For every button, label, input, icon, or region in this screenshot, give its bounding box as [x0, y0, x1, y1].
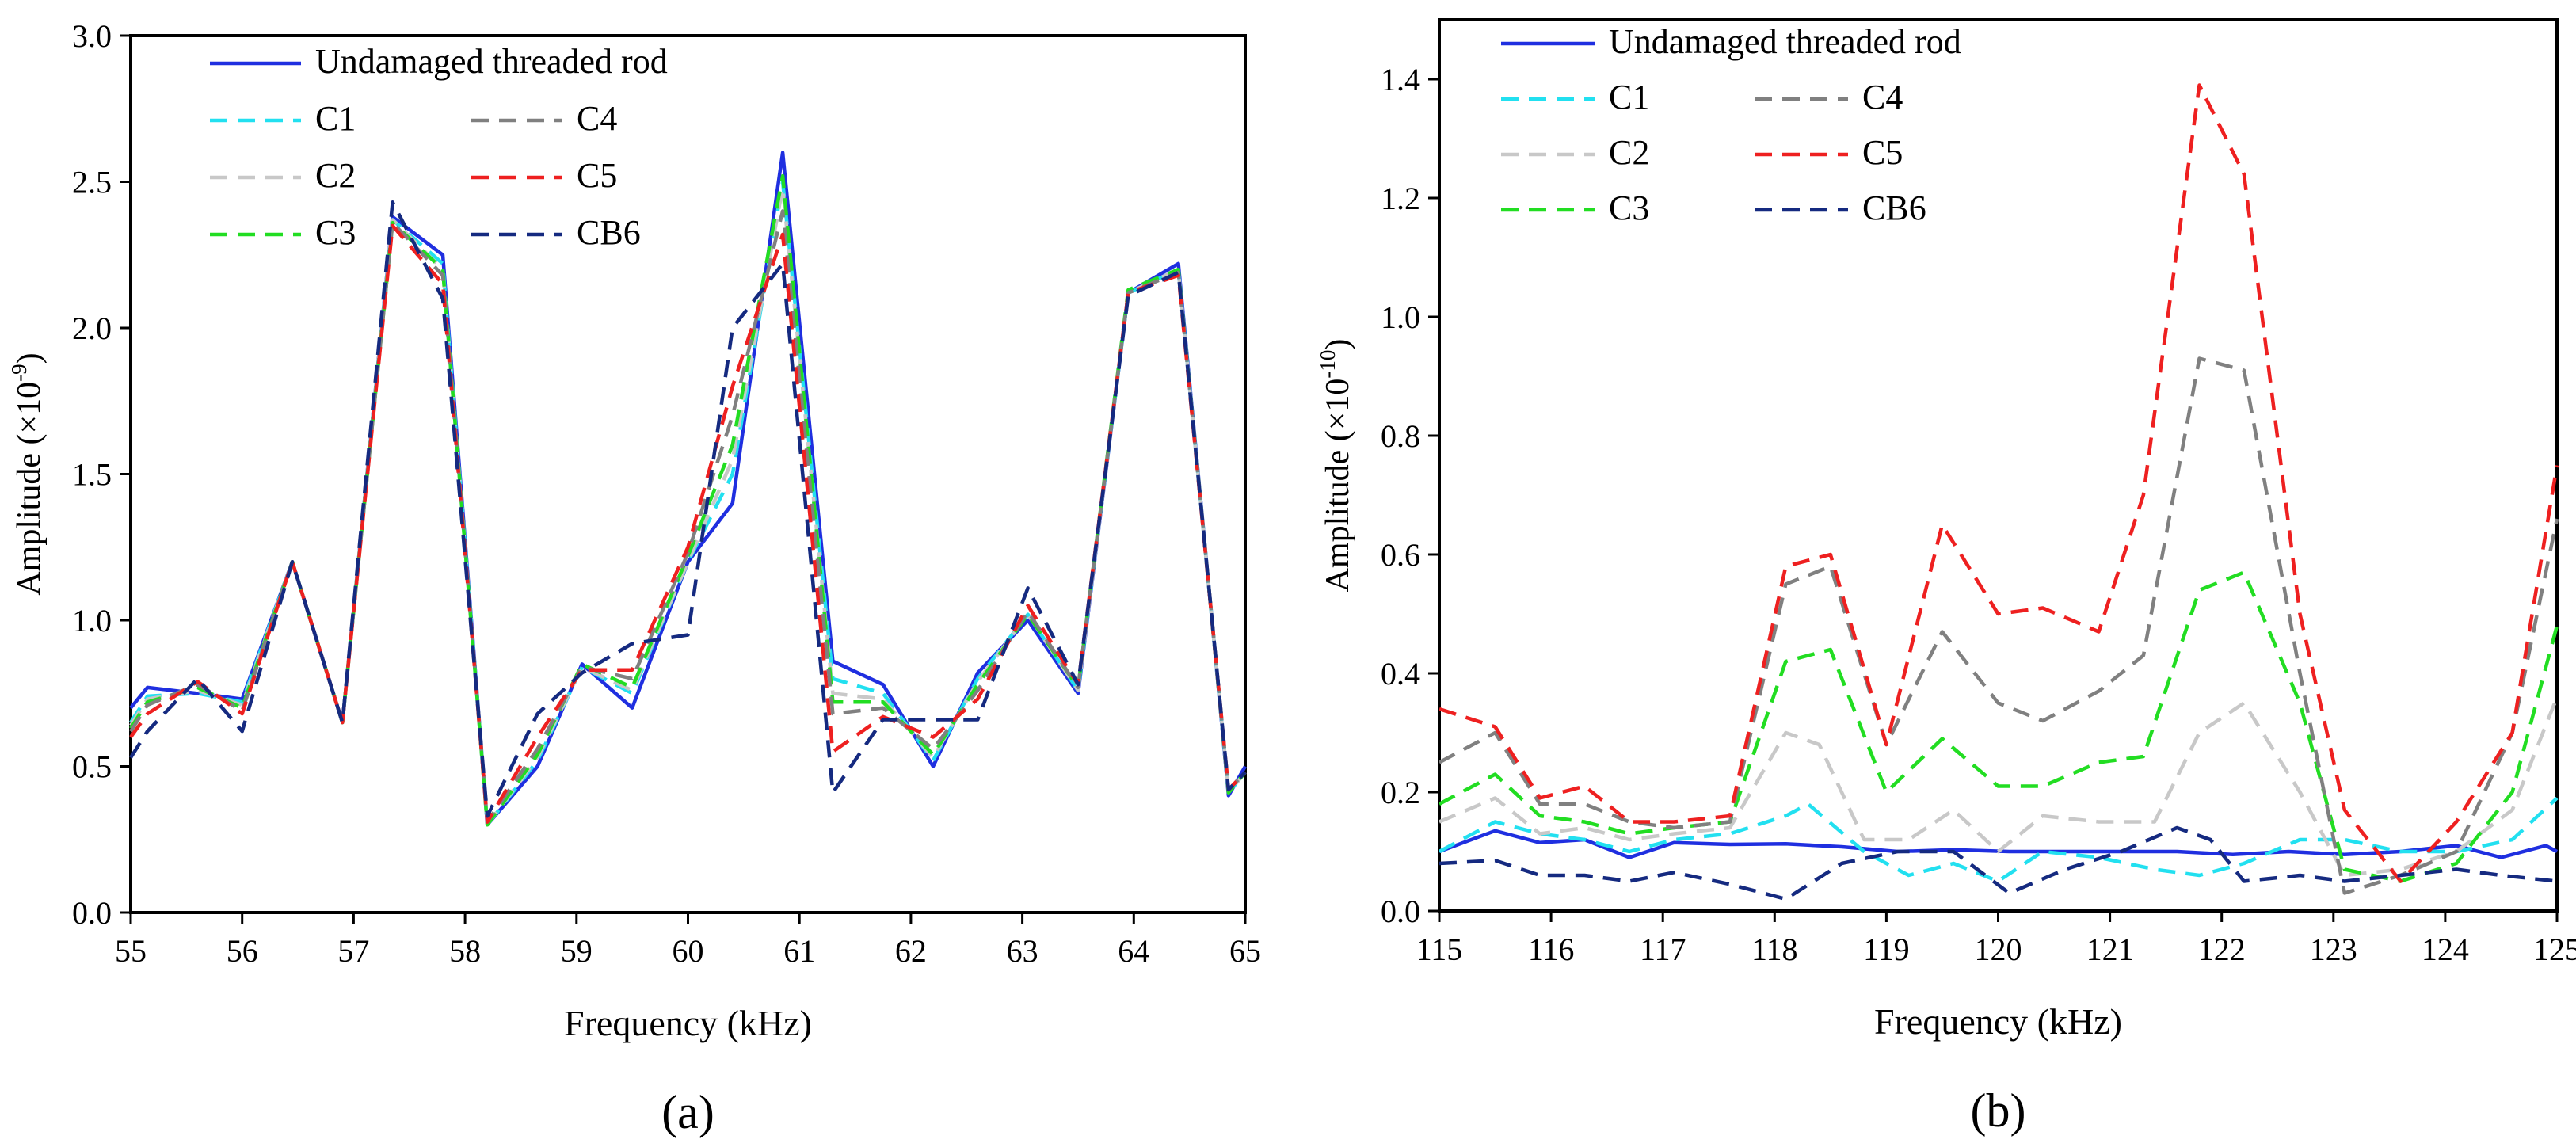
legend: Undamaged threaded rod C1 C4 C2 C5 C3 CB6 [210, 42, 668, 252]
panel-label: (a) [661, 1086, 714, 1138]
x-tick-label: 60 [673, 933, 704, 969]
y-tick-label: 1.4 [1381, 62, 1420, 97]
legend-label: C4 [577, 99, 617, 138]
series-line-c5 [129, 223, 1247, 824]
series-line-c4 [1438, 356, 2559, 895]
series-line-c2 [129, 185, 1247, 827]
y-axis-label: Amplitude (×10-10) [1316, 339, 1356, 593]
legend-label: CB6 [577, 213, 641, 252]
x-tick-label: 65 [1229, 933, 1261, 969]
legend-label: C3 [315, 213, 356, 252]
x-tick-label: 59 [561, 933, 593, 969]
series-line-c4 [129, 209, 1247, 824]
series-line-c5 [1439, 83, 2559, 883]
series-line-c2 [1439, 696, 2559, 878]
legend-label: C2 [1609, 133, 1649, 172]
x-tick-label: 121 [2086, 932, 2134, 967]
y-tick-label: 0.0 [72, 895, 112, 931]
series-line-c1 [129, 180, 1247, 827]
legend-label: C4 [1862, 78, 1903, 116]
series-line-cb6 [1439, 825, 2558, 901]
legend-label: Undamaged threaded rod [315, 42, 668, 81]
chart-panel-b: 115 116 117 118 119 120 121 122 123 124 125 0.0 0.2 0… [1316, 18, 2576, 1137]
plot-frame [129, 34, 1247, 914]
y-tick-label: 0.8 [1381, 418, 1420, 454]
x-tick-label: 120 [1975, 932, 2022, 967]
y-tick-label: 2.0 [72, 311, 112, 346]
x-tick-label: 117 [1640, 932, 1686, 967]
series-line-c3 [1438, 570, 2559, 883]
y-tick-label: 1.2 [1381, 181, 1420, 216]
series-line-c1 [1438, 796, 2559, 883]
x-tick-label: 64 [1118, 933, 1149, 969]
chart-panel-a: 55 56 57 58 59 60 61 62 63 64 65 0.0 0.5 1.0 1.5 2.0 2.5… [7, 18, 1261, 1138]
x-axis-label: Frequency (kHz) [1874, 1001, 2122, 1042]
legend-label: C5 [577, 156, 617, 195]
y-tick-label: 0.2 [1381, 775, 1420, 810]
x-tick-label: 58 [449, 933, 481, 969]
series-line-undamaged-threaded-rod [129, 151, 1247, 827]
legend-label: C2 [315, 156, 356, 195]
y-tick-label: 1.5 [72, 457, 112, 493]
x-tick-label: 119 [1863, 932, 1910, 967]
x-tick-label: 61 [783, 933, 815, 969]
legend-label: C3 [1609, 189, 1649, 227]
y-tick-label: 0.0 [1381, 894, 1420, 929]
x-tick-label: 125 [2533, 932, 2576, 967]
y-tick-label: 1.0 [72, 603, 112, 638]
x-axis-label: Frequency (kHz) [564, 1003, 812, 1043]
y-tick-label: 1.0 [1381, 299, 1420, 335]
x-tick-label: 56 [227, 933, 258, 969]
x-tick-label: 62 [895, 933, 927, 969]
legend-label: C1 [1609, 78, 1649, 116]
x-tick-label: 118 [1751, 932, 1798, 967]
legend: Undamaged threaded rod C1 C4 C2 C5 C3 CB6 [1501, 22, 1961, 227]
x-tick-label: 116 [1528, 932, 1575, 967]
legend-label: C1 [315, 99, 356, 138]
y-tick-label: 0.4 [1381, 656, 1420, 692]
y-tick-label: 0.6 [1381, 537, 1420, 573]
legend-label: C5 [1862, 133, 1903, 172]
series-line-undamaged-threaded-rod [1439, 829, 2559, 859]
x-tick-label: 123 [2310, 932, 2357, 967]
legend-label: CB6 [1862, 189, 1926, 227]
series-line-cb6 [129, 200, 1247, 818]
x-tick-label: 63 [1007, 933, 1038, 969]
plot-frame [1438, 18, 2559, 913]
x-tick-label: 124 [2422, 932, 2469, 967]
y-tick-label: 3.0 [72, 18, 112, 54]
x-tick-label: 122 [2198, 932, 2246, 967]
y-tick-label: 0.5 [72, 749, 112, 785]
x-tick-label: 115 [1416, 932, 1463, 967]
y-axis-label: Amplitude (×10-9) [7, 352, 48, 595]
x-tick-label: 57 [337, 933, 369, 969]
legend-label: Undamaged threaded rod [1609, 22, 1961, 61]
panel-label: (b) [1971, 1084, 2026, 1137]
series-line-c3 [129, 173, 1247, 827]
x-tick-label: 55 [115, 933, 147, 969]
y-tick-label: 2.5 [72, 165, 112, 200]
